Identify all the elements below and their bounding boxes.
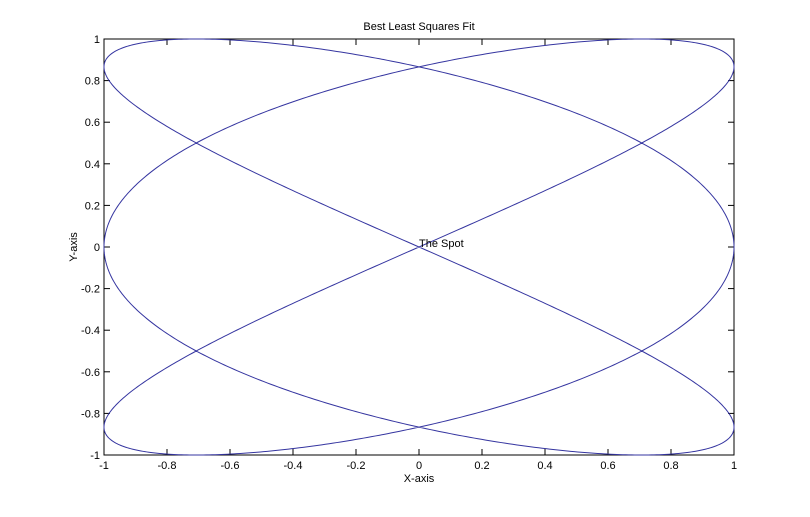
chart-title: Best Least Squares Fit (363, 21, 474, 33)
y-tick-label: -0.6 (81, 367, 100, 379)
x-tick-label: -0.8 (158, 460, 177, 472)
y-tick-label: -0.4 (81, 325, 100, 337)
annotation-the-spot: The Spot (419, 238, 464, 250)
x-tick-label: -1 (99, 460, 109, 472)
y-tick-label: 0.2 (85, 200, 100, 212)
y-tick-label: -1 (90, 450, 100, 462)
y-tick-label: 0.4 (85, 159, 100, 171)
series-line (103, 38, 735, 456)
y-axis-label: Y-axis (68, 232, 80, 262)
y-tick-label: -0.2 (81, 284, 100, 296)
x-axis-label: X-axis (404, 473, 435, 485)
x-tick-label: 0.8 (663, 460, 678, 472)
x-tick-label: -0.6 (221, 460, 240, 472)
y-tick-label: 0.8 (85, 76, 100, 88)
x-tick-label: 0 (416, 460, 422, 472)
x-tick-label: 0.4 (537, 460, 552, 472)
y-tick-label: 0 (94, 242, 100, 254)
x-tick-label: -0.4 (284, 460, 303, 472)
x-tick-label: -0.2 (347, 460, 366, 472)
y-tick-label: 1 (94, 34, 100, 46)
x-tick-label: 0.2 (474, 460, 489, 472)
y-tick-label: 0.6 (85, 117, 100, 129)
y-tick-label: -0.8 (81, 408, 100, 420)
x-tick-label: 0.6 (600, 460, 615, 472)
x-tick-label: 1 (731, 460, 737, 472)
